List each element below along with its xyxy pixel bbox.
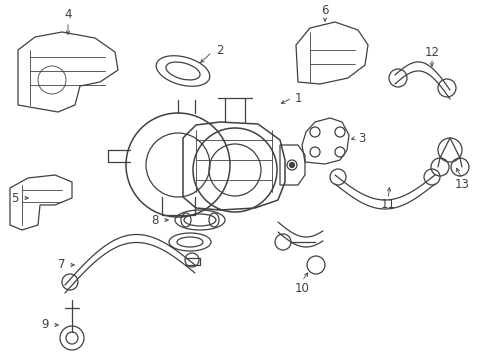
Circle shape [290, 162, 294, 167]
Text: 7: 7 [58, 258, 66, 271]
Text: 9: 9 [41, 319, 49, 332]
Text: 2: 2 [216, 44, 224, 57]
Text: 11: 11 [381, 198, 395, 211]
Text: 4: 4 [64, 9, 72, 22]
Text: 3: 3 [358, 131, 366, 144]
Text: 1: 1 [294, 91, 302, 104]
Text: 5: 5 [11, 192, 19, 204]
Text: 12: 12 [424, 45, 440, 58]
Text: 13: 13 [455, 179, 469, 192]
Text: 6: 6 [321, 4, 329, 17]
Text: 8: 8 [151, 213, 159, 226]
Text: 10: 10 [294, 282, 310, 294]
